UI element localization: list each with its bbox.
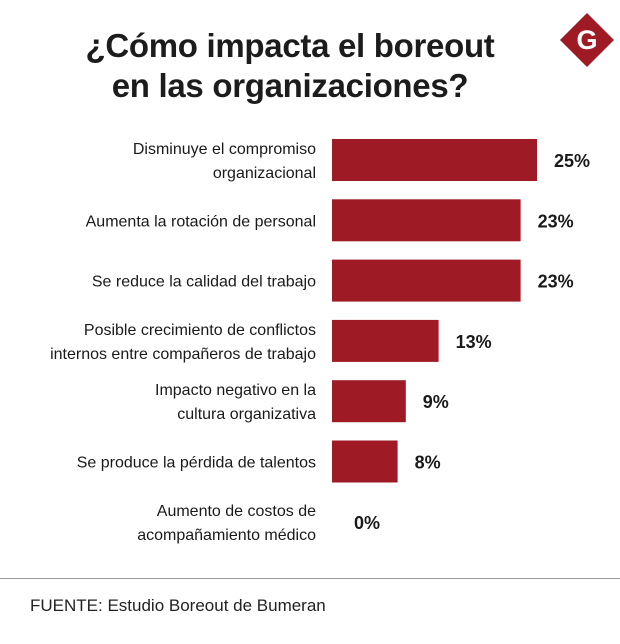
category-label-line: Disminuye el compromiso [133,141,316,158]
category-label-line: Aumenta la rotación de personal [86,213,316,230]
category-label: Posible crecimiento de conflictos interno… [50,322,316,363]
value-label: 23% [538,272,574,292]
bar [332,380,406,423]
value-label: 8% [415,453,441,473]
value-label: 23% [538,211,574,231]
value-label: 9% [423,392,449,412]
bar [332,139,537,181]
logo-diamond [560,13,614,67]
logo-icon: G [560,13,614,67]
value-label: 13% [456,332,492,352]
bar [332,440,398,483]
logo-letter: G [576,25,597,55]
category-label: Se produce la pérdida de talentos [77,455,316,472]
category-label: Impacto negativo en la cultura organizati… [155,382,316,423]
value-label: 25% [554,151,590,171]
category-label-line: Posible crecimiento de conflictos [84,322,316,339]
bar-chart: Disminuye el compromiso organizacional 25%… [50,139,590,544]
category-label: Aumenta la rotación de personal [86,213,316,230]
bar [332,259,521,302]
category-label: Disminuye el compromiso organizacional [133,141,316,182]
category-label-line: organizacional [213,165,316,182]
chart-title-line-1: ¿Cómo impacta el boreout [85,27,495,64]
category-label-line: cultura organizativa [177,406,316,423]
category-label-line: Aumento de costos de [157,503,316,520]
bar [332,319,439,362]
category-label-line: acompañamiento médico [137,527,316,544]
source-note: FUENTE: Estudio Boreout de Bumeran [30,596,326,615]
category-label: Se reduce la calidad del trabajo [92,274,316,291]
category-label-line: internos entre compañeros de trabajo [50,346,316,363]
category-label-line: Se reduce la calidad del trabajo [92,274,316,291]
footer-divider [0,578,620,579]
value-label: 0% [354,513,380,533]
bar [332,199,521,242]
chart-title: ¿Cómo impacta el boreout en las organiza… [40,26,540,106]
category-label-line: Se produce la pérdida de talentos [77,455,316,472]
chart-title-line-2: en las organizaciones? [111,67,469,104]
category-label: Aumento de costos de acompañamiento médic… [137,503,316,544]
category-label-line: Impacto negativo en la [155,382,316,399]
